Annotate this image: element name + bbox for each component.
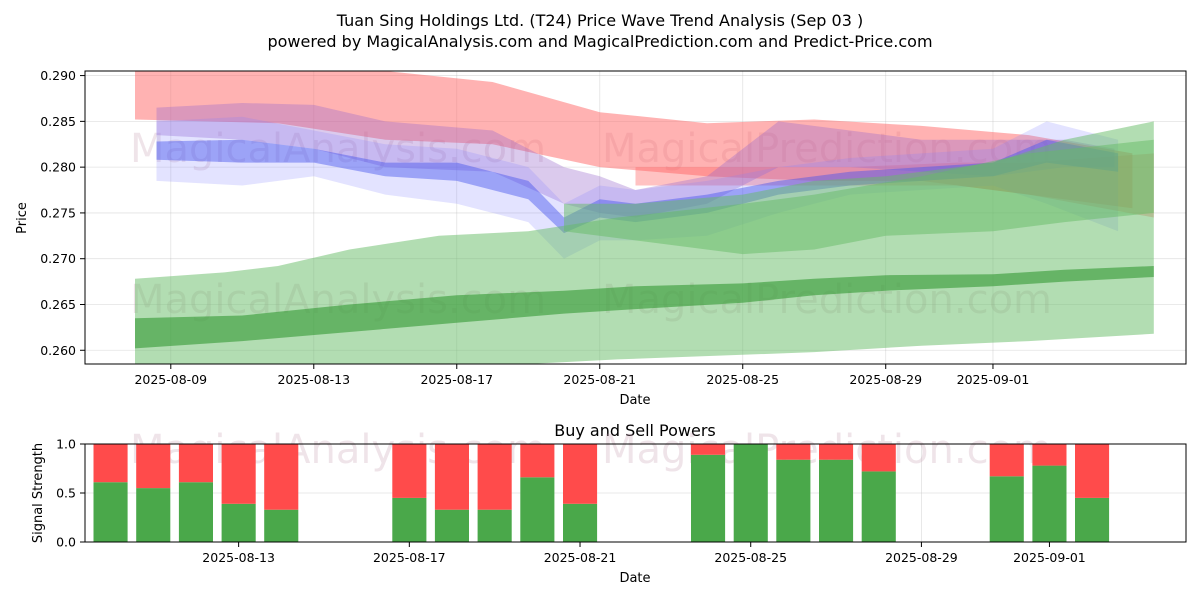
chart-title: Tuan Sing Holdings Ltd. (T24) Price Wave…	[336, 11, 863, 30]
buy-bar	[1032, 465, 1067, 542]
x-tick-label: 2025-08-13	[202, 550, 275, 565]
y-tick-label: 1.0	[56, 437, 76, 452]
x-tick-label: 2025-08-29	[849, 372, 922, 387]
sell-bar	[563, 444, 598, 504]
x-tick-label: 2025-08-21	[563, 372, 636, 387]
bottom-x-axis-label: Date	[619, 571, 650, 586]
x-tick-label: 2025-09-01	[1013, 550, 1086, 565]
buy-bar	[520, 477, 555, 542]
sell-bar	[477, 444, 512, 510]
buy-bar	[434, 509, 469, 542]
buy-bar	[563, 503, 598, 542]
buy-bar	[989, 476, 1024, 542]
sell-bar	[434, 444, 469, 510]
bottom-y-axis-label: Signal Strength	[31, 443, 46, 543]
buy-bar	[477, 509, 512, 542]
bottom-plot-frame	[84, 443, 1187, 543]
buy-bar	[776, 459, 811, 542]
sell-bar	[392, 444, 427, 498]
top-x-axis-label: Date	[619, 393, 650, 408]
y-tick-label: 0.285	[40, 114, 76, 129]
y-tick-label: 0.290	[40, 68, 76, 83]
buy-bar	[136, 488, 171, 542]
buy-bar	[1075, 497, 1110, 542]
buy-bar	[392, 497, 427, 542]
y-tick-label: 0.270	[40, 251, 76, 266]
sell-bar	[989, 444, 1024, 477]
x-tick-label: 2025-08-25	[706, 372, 779, 387]
x-tick-label: 2025-08-09	[134, 372, 207, 387]
x-tick-label: 2025-08-17	[373, 550, 446, 565]
x-tick-label: 2025-09-01	[957, 372, 1030, 387]
buy-bar	[264, 509, 299, 542]
top-x-ticks: 2025-08-09 2025-08-13 2025-08-17 2025-08-21…	[134, 364, 1029, 387]
wave-band	[135, 266, 1154, 349]
y-tick-label: 0.5	[56, 486, 76, 501]
sell-bar	[861, 444, 896, 472]
buy-bar	[691, 454, 726, 542]
sell-bar	[93, 444, 128, 483]
wave-bands	[135, 71, 1154, 364]
sell-bar	[264, 444, 299, 510]
sell-bar	[1075, 444, 1110, 498]
buy-bar	[819, 459, 854, 542]
buy-bar	[221, 503, 256, 542]
wave-band	[564, 121, 1154, 255]
wave-band	[156, 103, 1115, 218]
sell-bar	[776, 444, 811, 460]
sell-bar	[136, 444, 171, 489]
x-tick-label: 2025-08-17	[420, 372, 493, 387]
sell-bar	[520, 444, 555, 478]
y-tick-label: 0.265	[40, 297, 76, 312]
sell-bar	[691, 444, 726, 455]
top-y-ticks: 0.260 0.265 0.270 0.275 0.280 0.285 0.290	[40, 68, 85, 358]
buy-bar	[178, 482, 213, 542]
sell-bar	[1032, 444, 1067, 466]
buy-sell-panel: Buy and Sell Powers MagicalAnalysis.com …	[31, 421, 1187, 586]
bottom-chart-title: Buy and Sell Powers	[554, 421, 716, 440]
x-tick-label: 2025-08-13	[277, 372, 350, 387]
x-tick-label: 2025-08-21	[544, 550, 617, 565]
sell-bar	[178, 444, 213, 483]
buy-bar	[861, 471, 896, 542]
wave-band	[135, 71, 1133, 209]
sell-bar	[221, 444, 256, 504]
buy-sell-bars	[93, 444, 1110, 542]
wave-band	[156, 139, 1119, 234]
buy-bar	[93, 482, 128, 542]
price-wave-panel: MagicalAnalysis.com MagicalPrediction.co…	[15, 68, 1187, 408]
bottom-y-ticks: 0.0 0.5 1.0	[56, 437, 85, 550]
x-tick-label: 2025-08-25	[714, 550, 787, 565]
top-y-axis-label: Price	[15, 202, 30, 234]
bottom-x-ticks: 2025-08-13 2025-08-17 2025-08-21 2025-08-25…	[202, 542, 1086, 565]
x-tick-label: 2025-08-29	[885, 550, 958, 565]
y-tick-label: 0.260	[40, 343, 76, 358]
y-tick-label: 0.280	[40, 160, 76, 175]
sell-bar	[819, 444, 854, 460]
wave-band	[156, 116, 1119, 259]
buy-bar	[733, 444, 768, 542]
y-tick-label: 0.0	[56, 535, 76, 550]
y-tick-label: 0.275	[40, 205, 76, 220]
chart-subtitle: powered by MagicalAnalysis.com and Magic…	[267, 32, 932, 51]
top-plot-frame	[84, 70, 1187, 365]
